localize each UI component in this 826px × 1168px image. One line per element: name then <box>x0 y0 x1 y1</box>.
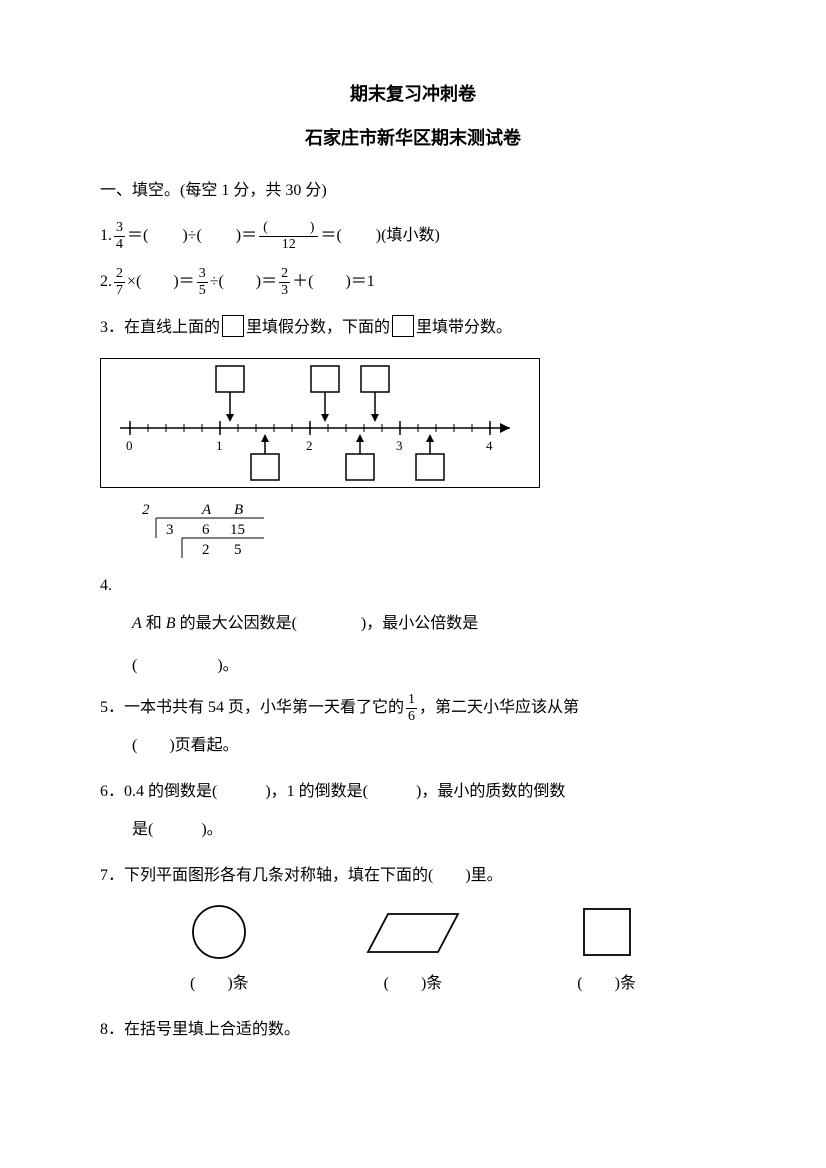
question-6: 6．0.4 的倒数是( )，1 的倒数是( )，最小的质数的倒数 是( )。 <box>100 776 726 846</box>
q5-number: 5． <box>100 692 124 724</box>
section-1-header: 一、填空。(每空 1 分，共 30 分) <box>100 176 726 200</box>
ladder-svg: 2 3 A B 6 15 2 5 <box>124 498 284 568</box>
svg-text:2: 2 <box>202 542 210 558</box>
shape-label-1: ( )条 <box>184 968 254 1000</box>
question-4: 2 3 A B 6 15 2 5 4. A 和 B 的最大公因数是( )，最小公… <box>100 498 726 682</box>
exam-page: 期末复习冲刺卷 石家庄市新华区期末测试卷 一、填空。(每空 1 分，共 30 分… <box>0 0 826 1168</box>
question-1: 1.34＝()÷()＝( )12＝()(填小数) <box>100 220 726 252</box>
ladder-diagram: 2 3 A B 6 15 2 5 <box>124 498 726 568</box>
q1-fraction-3-4: 34 <box>114 221 125 252</box>
shape-label-2: ( )条 <box>363 968 463 1000</box>
q4-line-2: ( )。 <box>100 650 726 682</box>
q1-fraction-blank-12: ( )12 <box>259 221 318 252</box>
q6-line-2: 是( )。 <box>100 814 726 846</box>
svg-text:B: B <box>234 502 243 518</box>
svg-text:1: 1 <box>216 438 223 453</box>
svg-text:2: 2 <box>142 502 150 518</box>
box-icon <box>392 315 414 337</box>
q4-line-1: A 和 B 的最大公因数是( )，最小公倍数是 <box>100 608 726 640</box>
svg-text:3: 3 <box>166 522 174 538</box>
title-line-2: 石家庄市新华区期末测试卷 <box>100 124 726 150</box>
q2-fraction-3-5: 35 <box>197 267 208 298</box>
question-8: 8．在括号里填上合适的数。 <box>100 1014 726 1046</box>
question-7: 7．下列平面图形各有几条对称轴，填在下面的( )里。 ( )条 ( )条 ( )… <box>100 860 726 1000</box>
shape-circle: ( )条 <box>184 902 254 1000</box>
question-3: 3．在直线上面的里填假分数，下面的里填带分数。 <box>100 312 726 344</box>
q6-number: 6． <box>100 776 124 808</box>
shapes-row: ( )条 ( )条 ( )条 <box>130 902 696 1000</box>
q1-text: ＝( <box>127 227 148 244</box>
question-5: 5．一本书共有 54 页，小华第一天看了它的16，第二天小华应该从第 ( )页看… <box>100 692 726 762</box>
shape-label-3: ( )条 <box>572 968 642 1000</box>
svg-text:5: 5 <box>234 542 242 558</box>
number-line-figure: 0 1 2 3 4 <box>100 358 726 488</box>
title-line-1: 期末复习冲刺卷 <box>100 80 726 106</box>
q2-number: 2. <box>100 266 112 298</box>
box-icon <box>222 315 244 337</box>
q3-number: 3． <box>100 312 124 344</box>
svg-text:A: A <box>201 502 212 518</box>
q7-number: 7． <box>100 860 124 892</box>
svg-text:4: 4 <box>486 438 493 453</box>
q5-fraction-1-6: 16 <box>406 693 417 724</box>
svg-text:3: 3 <box>396 438 403 453</box>
number-line-svg: 0 1 2 3 4 <box>100 358 540 488</box>
q4-number: 4. <box>100 570 112 602</box>
shape-parallelogram: ( )条 <box>363 902 463 1000</box>
svg-text:2: 2 <box>306 438 313 453</box>
shape-square: ( )条 <box>572 902 642 1000</box>
svg-text:0: 0 <box>126 438 133 453</box>
svg-text:15: 15 <box>230 522 245 538</box>
q1-number: 1. <box>100 220 112 252</box>
q2-fraction-2-3: 23 <box>279 267 290 298</box>
q5-line-2: ( )页看起。 <box>100 730 726 762</box>
q8-number: 8． <box>100 1014 124 1046</box>
question-2: 2.27×( )＝35÷( )＝23＋( )＝1 <box>100 266 726 298</box>
q2-fraction-2-7: 27 <box>114 267 125 298</box>
svg-text:6: 6 <box>202 522 210 538</box>
